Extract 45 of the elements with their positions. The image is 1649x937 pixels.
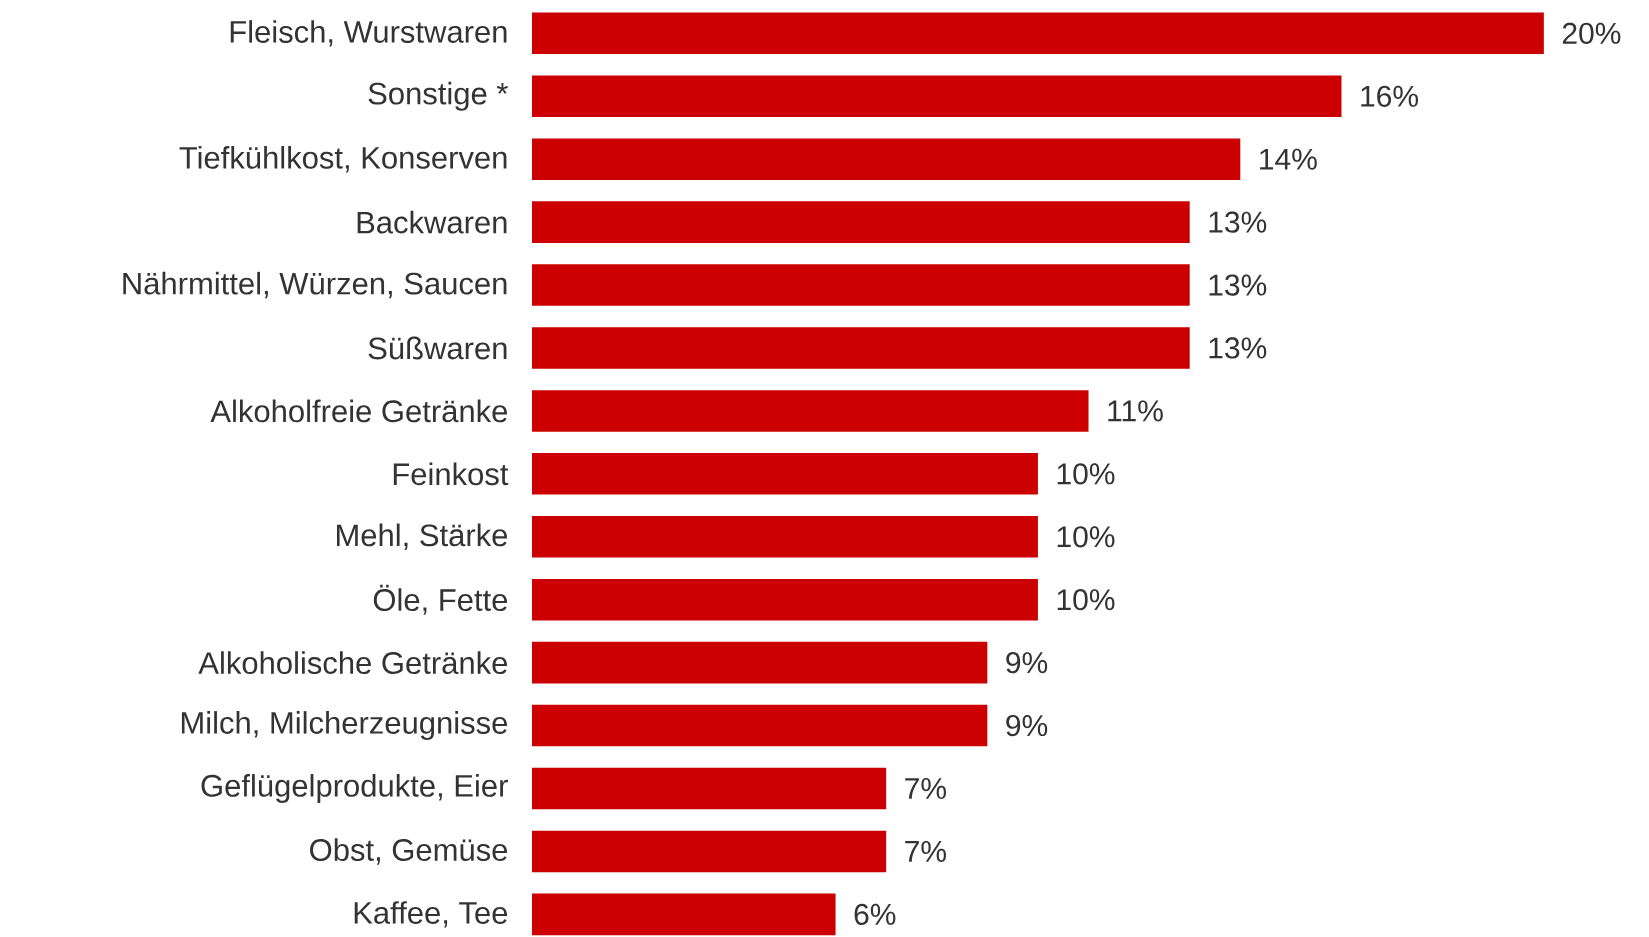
data-label: 7% bbox=[905, 778, 946, 799]
bar bbox=[532, 578, 1038, 621]
y-tick-label: Milch, Milcherzeugnisse bbox=[181, 711, 508, 741]
y-tick-label: Feinkost bbox=[393, 462, 509, 486]
bar bbox=[532, 327, 1190, 369]
y-tick-label: Mehl, Stärke bbox=[337, 523, 508, 550]
y-tick-label: Fleisch, Wurstwaren bbox=[230, 20, 507, 47]
bar bbox=[532, 75, 1342, 118]
bar bbox=[532, 830, 887, 873]
y-tick-label: Süßwaren bbox=[368, 336, 507, 360]
data-label: 9% bbox=[1006, 652, 1048, 674]
bar bbox=[532, 893, 836, 936]
data-label: 13% bbox=[1209, 337, 1267, 359]
data-label: 10% bbox=[1057, 526, 1115, 548]
bar bbox=[532, 641, 988, 684]
data-label: 10% bbox=[1057, 589, 1115, 611]
bar bbox=[532, 767, 887, 810]
y-tick-label: Nährmittel, Würzen, Saucen bbox=[123, 271, 507, 299]
bar bbox=[532, 453, 1038, 495]
y-tick-label: Kaffee, Tee bbox=[354, 901, 508, 928]
y-tick-label: Backwaren bbox=[357, 210, 507, 234]
y-tick-label: Obst, Gemüse bbox=[310, 838, 508, 865]
y-tick-label: Sonstige * bbox=[368, 81, 508, 111]
bar bbox=[532, 201, 1190, 243]
y-tick-label: Tiefkühlkost, Konserven bbox=[179, 145, 507, 173]
bar bbox=[532, 12, 1544, 55]
data-label: 13% bbox=[1209, 211, 1267, 233]
data-label: 7% bbox=[905, 840, 946, 862]
bar bbox=[532, 264, 1190, 306]
data-label: 20% bbox=[1562, 22, 1621, 44]
bar bbox=[532, 390, 1089, 432]
y-tick-label: Alkoholische Getränke bbox=[198, 651, 508, 675]
data-label: 14% bbox=[1260, 148, 1317, 170]
data-label: 10% bbox=[1057, 463, 1115, 485]
data-label: 16% bbox=[1361, 85, 1418, 107]
y-tick-label: Geflügelprodukte, Eier bbox=[201, 774, 508, 803]
data-label: 11% bbox=[1108, 400, 1163, 422]
y-tick-label: Alkoholfreie Getränke bbox=[210, 399, 508, 423]
data-label: 13% bbox=[1209, 274, 1267, 296]
data-label: 9% bbox=[1006, 714, 1048, 737]
data-label: 6% bbox=[854, 903, 896, 925]
bar bbox=[532, 704, 988, 747]
y-tick-label: Öle, Fette bbox=[373, 584, 508, 615]
bar bbox=[532, 516, 1038, 558]
bar bbox=[532, 138, 1241, 180]
